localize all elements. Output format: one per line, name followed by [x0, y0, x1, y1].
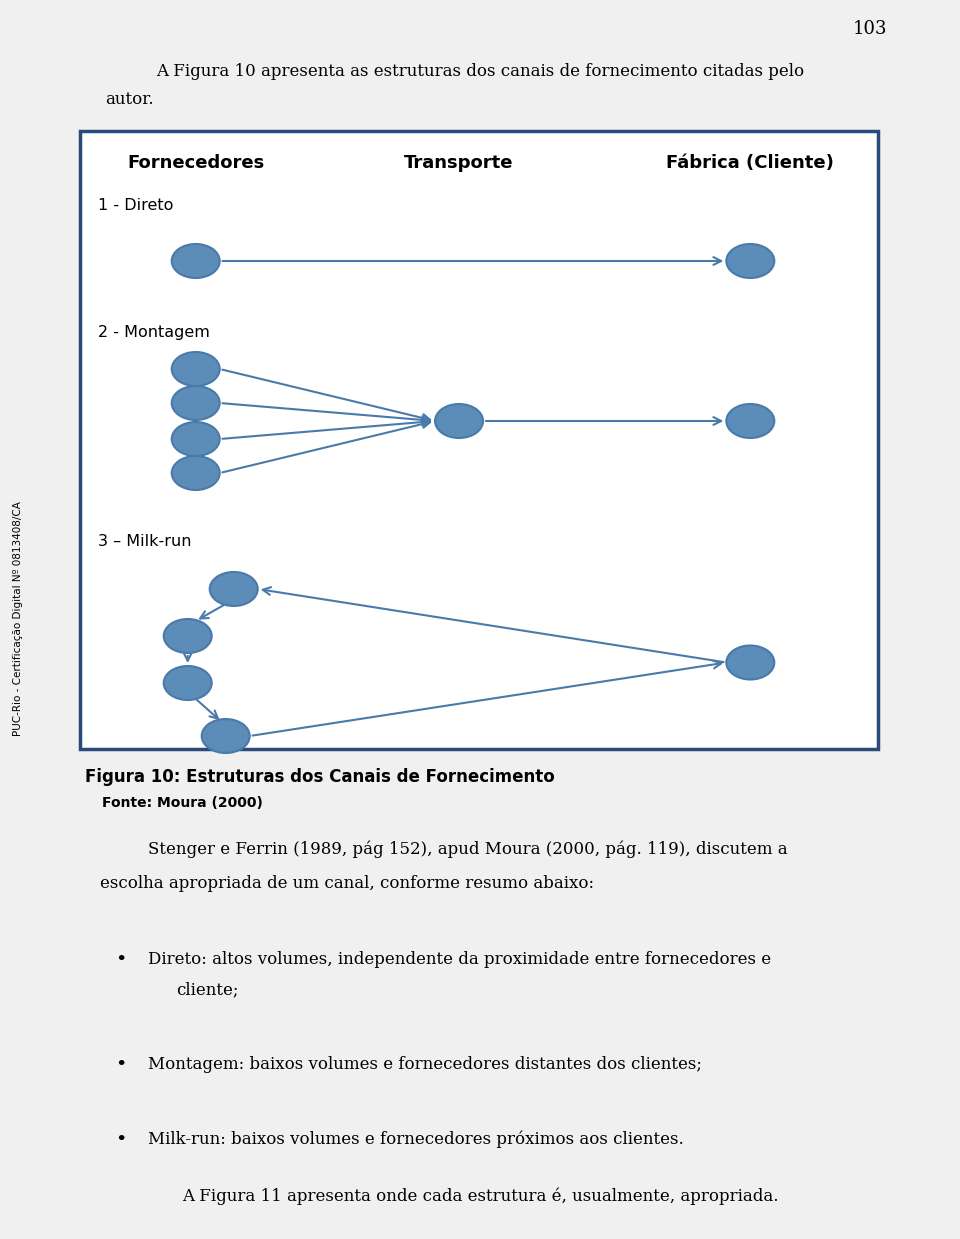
- Text: A Figura 11 apresenta onde cada estrutura é, usualmente, apropriada.: A Figura 11 apresenta onde cada estrutur…: [181, 1187, 779, 1204]
- Text: •: •: [115, 1131, 127, 1149]
- Text: A Figura 10 apresenta as estruturas dos canais de fornecimento citadas pelo: A Figura 10 apresenta as estruturas dos …: [156, 62, 804, 79]
- Ellipse shape: [172, 422, 220, 456]
- Ellipse shape: [727, 646, 775, 679]
- Ellipse shape: [209, 572, 257, 606]
- Bar: [80, 131, 878, 750]
- Text: Fornecedores: Fornecedores: [127, 154, 264, 172]
- Ellipse shape: [435, 404, 483, 439]
- Text: Transporte: Transporte: [404, 154, 514, 172]
- Text: •: •: [115, 952, 127, 969]
- Text: Stenger e Ferrin (1989, pág 152), apud Moura (2000, pág. 119), discutem a: Stenger e Ferrin (1989, pág 152), apud M…: [148, 840, 787, 857]
- Text: Fonte: Moura (2000): Fonte: Moura (2000): [102, 795, 263, 810]
- Text: Direto: altos volumes, independente da proximidade entre fornecedores e: Direto: altos volumes, independente da p…: [148, 952, 771, 968]
- Text: Montagem: baixos volumes e fornecedores distantes dos clientes;: Montagem: baixos volumes e fornecedores …: [148, 1056, 702, 1073]
- Text: 3 – Milk-run: 3 – Milk-run: [98, 534, 191, 549]
- Ellipse shape: [172, 244, 220, 278]
- Ellipse shape: [202, 719, 250, 753]
- Ellipse shape: [172, 456, 220, 489]
- Text: 103: 103: [852, 20, 887, 38]
- Text: Milk-run: baixos volumes e fornecedores próximos aos clientes.: Milk-run: baixos volumes e fornecedores …: [148, 1131, 684, 1149]
- Text: PUC-Rio - Certificação Digital Nº 0813408/CA: PUC-Rio - Certificação Digital Nº 081340…: [13, 502, 23, 736]
- Text: •: •: [115, 1056, 127, 1074]
- Text: 1 - Direto: 1 - Direto: [98, 198, 174, 213]
- Text: Fábrica (Cliente): Fábrica (Cliente): [666, 154, 834, 172]
- Text: cliente;: cliente;: [176, 981, 238, 997]
- Text: 2 - Montagem: 2 - Montagem: [98, 326, 210, 341]
- Ellipse shape: [172, 352, 220, 387]
- Ellipse shape: [164, 667, 212, 700]
- Ellipse shape: [164, 620, 212, 653]
- Ellipse shape: [172, 387, 220, 420]
- Text: autor.: autor.: [105, 90, 154, 108]
- Text: Figura 10: Estruturas dos Canais de Fornecimento: Figura 10: Estruturas dos Canais de Forn…: [85, 768, 555, 786]
- Ellipse shape: [727, 404, 775, 439]
- Ellipse shape: [727, 244, 775, 278]
- Text: escolha apropriada de um canal, conforme resumo abaixo:: escolha apropriada de um canal, conforme…: [100, 875, 594, 892]
